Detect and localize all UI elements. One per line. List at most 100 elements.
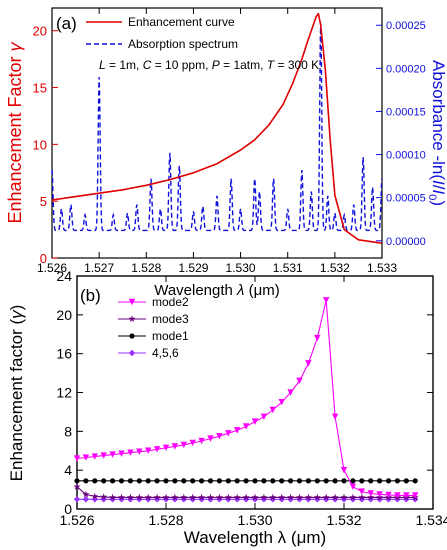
point-mode3 xyxy=(295,493,304,501)
point-mode3 xyxy=(287,493,295,501)
point-mode1 xyxy=(127,478,133,484)
point-mode2 xyxy=(207,435,214,442)
point-mode2 xyxy=(171,443,179,450)
point-mode2 xyxy=(314,334,321,342)
a-x-tick-label: 1.531 xyxy=(273,261,303,275)
a-x-tick-label: 1.527 xyxy=(84,261,114,275)
series-mode1 xyxy=(74,478,418,484)
b-x-tick-label: 1.528 xyxy=(148,512,183,528)
point-mode3 xyxy=(73,482,81,490)
point-mode3 xyxy=(189,493,197,501)
point-mode3 xyxy=(269,493,277,501)
legend-mode3-label: mode3 xyxy=(152,312,189,326)
point-mode3 xyxy=(144,493,152,501)
point-mode2 xyxy=(145,447,152,454)
point-mode2 xyxy=(287,389,294,396)
panel-b-x-axis-label: Wavelength λ (μm) xyxy=(184,528,326,547)
point-mode2 xyxy=(331,413,339,420)
legend-456-label: 4,5,6 xyxy=(152,346,179,360)
a-x-tick-label: 1.532 xyxy=(320,261,350,275)
panel-b: 1.526 1.528 1.530 1.532 1.534 0 4 8 12 16 20 24 (b)… xyxy=(7,268,447,547)
point-mode2 xyxy=(118,450,125,457)
point-mode2 xyxy=(242,423,250,430)
point-mode1 xyxy=(207,478,214,484)
legend-swatch-marker-4-5-6 xyxy=(128,349,136,357)
point-mode2 xyxy=(403,492,410,499)
panel-b-ticks: 1.526 1.528 1.530 1.532 1.534 0 4 8 12 16 20 24 xyxy=(56,268,447,528)
point-mode3 xyxy=(215,493,223,501)
a-y-left-tick-label: 10 xyxy=(33,137,47,152)
panel-a: 1.526 1.527 1.528 1.529 1.530 1.531 1.532 1.533… xyxy=(5,7,447,299)
point-mode3 xyxy=(206,493,215,501)
point-mode1 xyxy=(216,478,222,484)
point-mode1 xyxy=(145,478,151,484)
point-mode2 xyxy=(376,491,383,498)
point-mode2 xyxy=(305,360,312,367)
point-mode1 xyxy=(323,478,329,484)
point-mode1 xyxy=(83,478,89,484)
point-mode2 xyxy=(349,483,357,490)
series-enhancement-curve xyxy=(51,12,383,244)
point-mode1 xyxy=(305,478,311,484)
point-mode3 xyxy=(109,493,117,501)
point-mode2 xyxy=(367,490,374,497)
point-mode2 xyxy=(216,432,223,440)
panel-a-ticks: 1.526 1.527 1.528 1.529 1.530 1.531 1.532 1.533… xyxy=(33,8,426,275)
point-mode1 xyxy=(341,478,347,484)
point-mode3 xyxy=(367,493,375,501)
point-mode3 xyxy=(233,493,241,501)
b-x-tick-label: 1.526 xyxy=(59,512,94,528)
point-mode3 xyxy=(331,493,339,501)
point-mode3 xyxy=(260,493,268,501)
point-mode1 xyxy=(296,478,303,484)
point-mode3 xyxy=(278,493,286,501)
panel-b-y-axis-label: Enhancement factor (γ) xyxy=(7,305,26,482)
point-mode2 xyxy=(251,418,259,425)
panel-a-frame xyxy=(51,7,383,259)
point-mode1 xyxy=(74,478,80,484)
point-mode1 xyxy=(110,478,116,484)
point-mode2 xyxy=(100,452,107,459)
point-mode2 xyxy=(269,406,276,414)
a-x-tick-label: 1.526 xyxy=(37,261,67,275)
a-x-tick-label: 1.529 xyxy=(178,261,208,275)
point-mode2 xyxy=(296,377,303,385)
point-mode2 xyxy=(91,453,98,460)
point-mode3 xyxy=(180,493,188,501)
a-x-tick-label: 1.533 xyxy=(367,261,397,275)
point-mode1 xyxy=(270,478,276,484)
point-mode3 xyxy=(126,493,134,501)
point-mode3 xyxy=(153,493,161,501)
point-mode2 xyxy=(225,430,232,437)
b-y-tick-label: 24 xyxy=(56,268,72,284)
point-mode2 xyxy=(109,451,116,458)
legend-mode2-label: mode2 xyxy=(152,295,189,309)
b-y-tick-label: 0 xyxy=(64,501,72,517)
point-mode1 xyxy=(243,478,249,484)
point-mode1 xyxy=(288,478,294,484)
a-y-right-tick-label: 0.00015 xyxy=(386,106,426,118)
point-mode2 xyxy=(82,454,90,461)
point-mode2 xyxy=(73,455,81,462)
point-4-5-6 xyxy=(100,496,107,503)
point-mode2 xyxy=(136,448,143,455)
a-x-tick-label: 1.530 xyxy=(226,261,256,275)
series-line-mode2 xyxy=(76,300,416,496)
point-mode2 xyxy=(385,491,392,499)
point-mode3 xyxy=(340,493,348,501)
point-mode2 xyxy=(260,413,268,420)
b-y-tick-label: 20 xyxy=(56,307,72,323)
point-mode3 xyxy=(82,490,90,498)
point-mode1 xyxy=(252,478,258,484)
point-mode1 xyxy=(377,478,383,484)
point-mode3 xyxy=(313,493,321,501)
point-mode1 xyxy=(154,478,160,484)
point-mode3 xyxy=(358,493,366,501)
point-mode1 xyxy=(359,478,365,484)
point-mode1 xyxy=(279,478,285,484)
point-mode1 xyxy=(181,478,187,484)
point-mode1 xyxy=(350,478,356,484)
point-mode2 xyxy=(278,399,285,406)
point-mode1 xyxy=(190,478,196,484)
legend-swatch-marker-mode1 xyxy=(129,333,135,339)
